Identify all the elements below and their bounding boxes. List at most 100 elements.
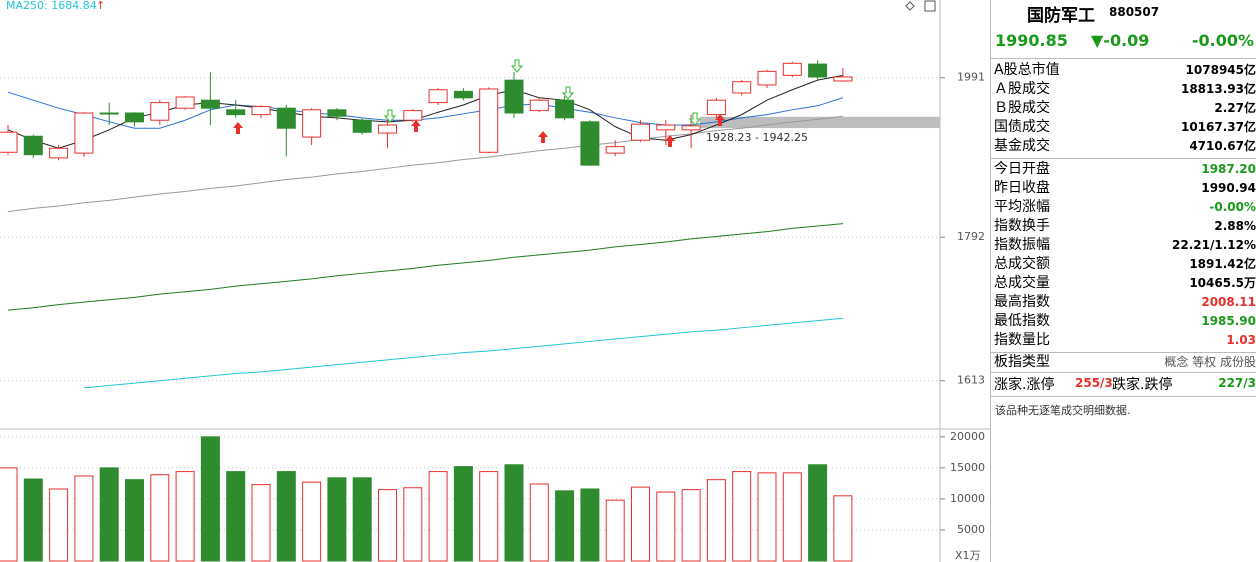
candle-body (49, 147, 69, 159)
info-label: 国债成交 (994, 119, 1050, 135)
candle-body (833, 76, 853, 82)
icon[interactable] (905, 1, 915, 11)
info-row: 最高指数 2008.11 (994, 293, 1256, 312)
volume-bar (782, 472, 802, 562)
info-row: 最低指数 1985.90 (994, 312, 1256, 331)
volume-bar (808, 464, 828, 562)
info-value: 1985.90 (1201, 314, 1256, 328)
candle-body (529, 99, 549, 112)
info-label: 最高指数 (994, 294, 1050, 310)
volume-bar (605, 499, 625, 562)
y-tick-label: 1792 (957, 230, 985, 243)
candle-body (150, 102, 170, 121)
info-row: Ａ股成交 18813.93亿 (994, 80, 1256, 99)
info-label: 总成交额 (994, 256, 1050, 272)
volume-bar (150, 474, 170, 562)
candle-body (74, 112, 94, 154)
candle-body (0, 131, 18, 153)
candle-body (327, 109, 347, 117)
info-label: 今日开盘 (994, 161, 1050, 177)
info-label: 昨日收盘 (994, 180, 1050, 196)
info-label: 指数量比 (994, 332, 1050, 348)
volume-bar (0, 467, 18, 562)
y-tick-label: 15000 (950, 461, 985, 474)
info-row: 平均涨幅 -0.00% (994, 198, 1256, 217)
quote-panel: 国防军工 880507 1990.85 ▼-0.09 -0.00% A股总市值 107894… (990, 0, 1256, 562)
separator (991, 372, 1256, 373)
unit-label: X1万 (955, 549, 981, 562)
band-label: 1928.23 - 1942.25 (706, 131, 808, 144)
quote-change: ▼-0.09 (1091, 31, 1150, 50)
ma-line (83, 317, 843, 389)
info-label: A股总市值 (994, 62, 1060, 78)
info-row: 基金成交 4710.67亿 (994, 137, 1256, 156)
signal-arrow-up (538, 131, 548, 143)
info-row: 国债成交 10167.37亿 (994, 118, 1256, 137)
volume-bar (428, 471, 448, 562)
info-label: 平均涨幅 (994, 199, 1050, 215)
info-row: A股总市值 1078945亿 (994, 61, 1256, 80)
candle-body (782, 62, 802, 76)
ma-line (7, 91, 844, 129)
volume-bar (504, 464, 524, 562)
candle-body (656, 124, 676, 131)
breadth-value: 255/3 (1075, 376, 1113, 390)
volume-bar (631, 486, 650, 562)
chart: MA250: 1684.84 ↑ X1万 1991 1792 1613 1928.23… (0, 0, 990, 562)
volume-bar (125, 479, 144, 562)
quote-title: 国防军工 (1027, 6, 1095, 26)
info-value: 2.88% (1214, 219, 1256, 233)
info-label: 基金成交 (994, 138, 1050, 154)
candle-body (403, 110, 423, 121)
info-row: 板指类型 概念 等权 成份股 (994, 353, 1256, 372)
y-tick-label: 20000 (950, 430, 985, 443)
volume-bar (555, 490, 575, 562)
info-label: 指数换手 (994, 218, 1050, 234)
candle-body (631, 123, 650, 141)
volume-bar (529, 483, 549, 562)
candle-body (200, 99, 220, 109)
info-value: 4710.67亿 (1189, 139, 1256, 153)
separator (991, 396, 1256, 397)
signal-arrow-down (383, 109, 397, 123)
volume-bar (276, 471, 296, 562)
volume-bar (479, 471, 499, 562)
y-tick-label: 1613 (957, 374, 985, 387)
y-tick-label: 5000 (957, 523, 985, 536)
info-label: 板指类型 (994, 354, 1050, 370)
breadth-label: 跌家.跌停 (1112, 377, 1173, 393)
candle-body (175, 96, 195, 109)
signal-arrow-down (688, 112, 702, 126)
separator (991, 352, 1256, 353)
info-value: 10465.5万 (1189, 276, 1256, 290)
info-row: Ｂ股成交 2.27亿 (994, 99, 1256, 118)
info-value: 2008.11 (1201, 295, 1256, 309)
info-value: 1891.42亿 (1189, 257, 1256, 271)
info-value: 2.27亿 (1214, 101, 1256, 115)
ma-label: MA250: 1684.84 (6, 0, 97, 12)
volume-bar (74, 475, 94, 562)
volume-bar (732, 471, 752, 562)
candle-body (479, 88, 499, 153)
separator (991, 158, 1256, 159)
candle-body (706, 99, 726, 116)
info-row: 指数换手 2.88% (994, 217, 1256, 236)
icon[interactable] (924, 0, 936, 12)
candle-body (352, 119, 372, 133)
signal-arrow-down (510, 59, 524, 73)
volume-bar (403, 487, 423, 562)
signal-arrow-up (665, 135, 675, 147)
info-value: 22.21/1.12% (1172, 238, 1256, 252)
quote-price: 1990.85 (995, 31, 1068, 50)
candle-body (453, 90, 473, 99)
candle-body (226, 109, 246, 116)
breadth-label: 涨家.涨停 (994, 377, 1055, 393)
info-value: -0.00% (1209, 200, 1256, 214)
candle-body (251, 106, 271, 116)
volume-bar (175, 471, 195, 562)
info-value: 10167.37亿 (1180, 120, 1256, 134)
info-row: 总成交额 1891.42亿 (994, 255, 1256, 274)
volume-bar (49, 488, 69, 562)
info-row: 指数量比 1.03 (994, 331, 1256, 350)
